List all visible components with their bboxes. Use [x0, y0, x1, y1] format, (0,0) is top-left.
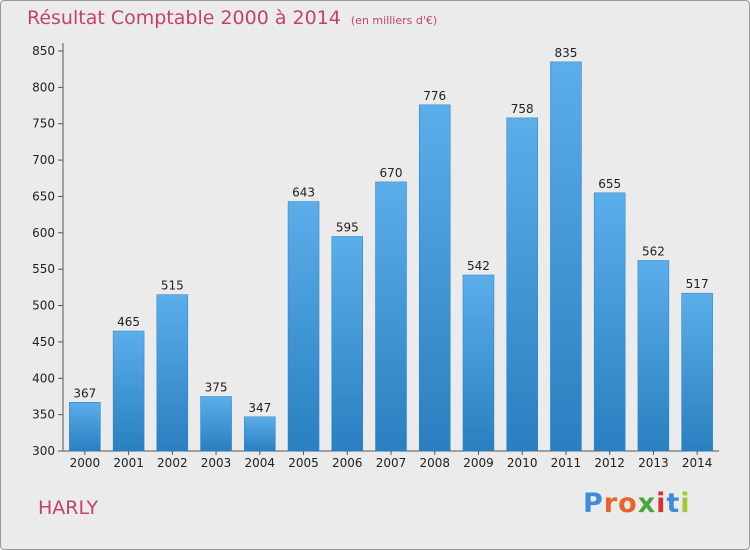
x-tick-label-2009: 2009: [463, 456, 494, 470]
data-label-2007: 670: [380, 166, 403, 180]
location-name: HARLY: [38, 497, 99, 519]
logo-letter: P: [583, 488, 604, 519]
bar-2006: [331, 236, 364, 452]
bar-2010: [506, 117, 538, 452]
x-tick-label-2005: 2005: [288, 456, 319, 470]
data-label-2012: 655: [598, 177, 621, 191]
logo-letter: r: [603, 488, 619, 519]
chart-title: Résultat Comptable 2000 à 2014 (en millie…: [27, 7, 437, 29]
data-label-2014: 517: [686, 277, 709, 291]
y-tick-label: 450: [32, 335, 55, 349]
y-tick-label: 650: [32, 189, 55, 203]
x-tick-label-2010: 2010: [507, 456, 538, 470]
data-label-2009: 542: [467, 259, 490, 273]
y-tick-label: 400: [32, 371, 55, 385]
bar-2009: [462, 274, 495, 452]
y-tick-label: 350: [32, 408, 55, 422]
y-tick-label: 800: [32, 80, 55, 94]
x-tick-label-2003: 2003: [201, 456, 232, 470]
data-label-2013: 562: [642, 244, 665, 258]
data-labels: 367 465 515 375 347 643 595 670 776 542 758 835 655 5…: [73, 46, 708, 415]
data-label-2003: 375: [205, 380, 228, 394]
x-tick-label-2014: 2014: [682, 456, 713, 470]
y-tick-label: 500: [32, 299, 55, 313]
bar-2004: [244, 416, 276, 452]
bar-2014: [681, 292, 713, 452]
bar-2012: [593, 192, 626, 452]
data-label-2000: 367: [73, 386, 96, 400]
y-tick-label: 600: [32, 226, 55, 240]
y-tick-label: 700: [32, 153, 55, 167]
x-tick-label-2000: 2000: [70, 456, 101, 470]
logo-letter: x: [637, 488, 657, 519]
data-label-2002: 515: [161, 279, 184, 293]
x-tick-label-2008: 2008: [419, 456, 450, 470]
bar-2007: [375, 181, 407, 452]
bar-2008: [418, 104, 451, 452]
data-label-2008: 776: [423, 89, 446, 103]
x-tick-label-2007: 2007: [376, 456, 407, 470]
data-label-2004: 347: [248, 401, 271, 415]
y-tick-label: 550: [32, 262, 55, 276]
x-tick-label-2013: 2013: [638, 456, 669, 470]
logo-letter: i: [656, 488, 667, 519]
logo-letter: t: [666, 488, 681, 519]
bar-2000: [69, 402, 101, 452]
y-tick-label: 850: [32, 44, 55, 58]
x-tick-label-2006: 2006: [332, 456, 363, 470]
x-tick-label-2012: 2012: [594, 456, 625, 470]
x-tick-label-2011: 2011: [551, 456, 582, 470]
bars: [69, 61, 713, 452]
data-label-2005: 643: [292, 186, 315, 200]
chart-title-main: Résultat Comptable 2000 à 2014: [27, 7, 341, 29]
data-label-2010: 758: [511, 102, 534, 116]
x-tick-label-2004: 2004: [245, 456, 276, 470]
data-label-2011: 835: [554, 46, 577, 60]
logo-letter: o: [618, 488, 638, 519]
x-tick-label-2001: 2001: [113, 456, 144, 470]
bar-2013: [637, 260, 670, 452]
logo-letter: i: [680, 488, 691, 519]
bar-2002: [156, 294, 189, 452]
bar-2011: [550, 61, 582, 452]
chart-title-unit: (en milliers d'€): [350, 14, 438, 27]
proxiti-logo: Proxiti: [583, 488, 691, 519]
x-tick-label-2002: 2002: [157, 456, 188, 470]
data-label-2001: 465: [117, 315, 140, 329]
bar-2005: [287, 201, 320, 452]
bar-2003: [200, 396, 232, 452]
bar-2001: [112, 330, 145, 452]
data-label-2006: 595: [336, 220, 359, 234]
y-tick-label: 300: [32, 444, 55, 458]
y-tick-label: 750: [32, 117, 55, 131]
